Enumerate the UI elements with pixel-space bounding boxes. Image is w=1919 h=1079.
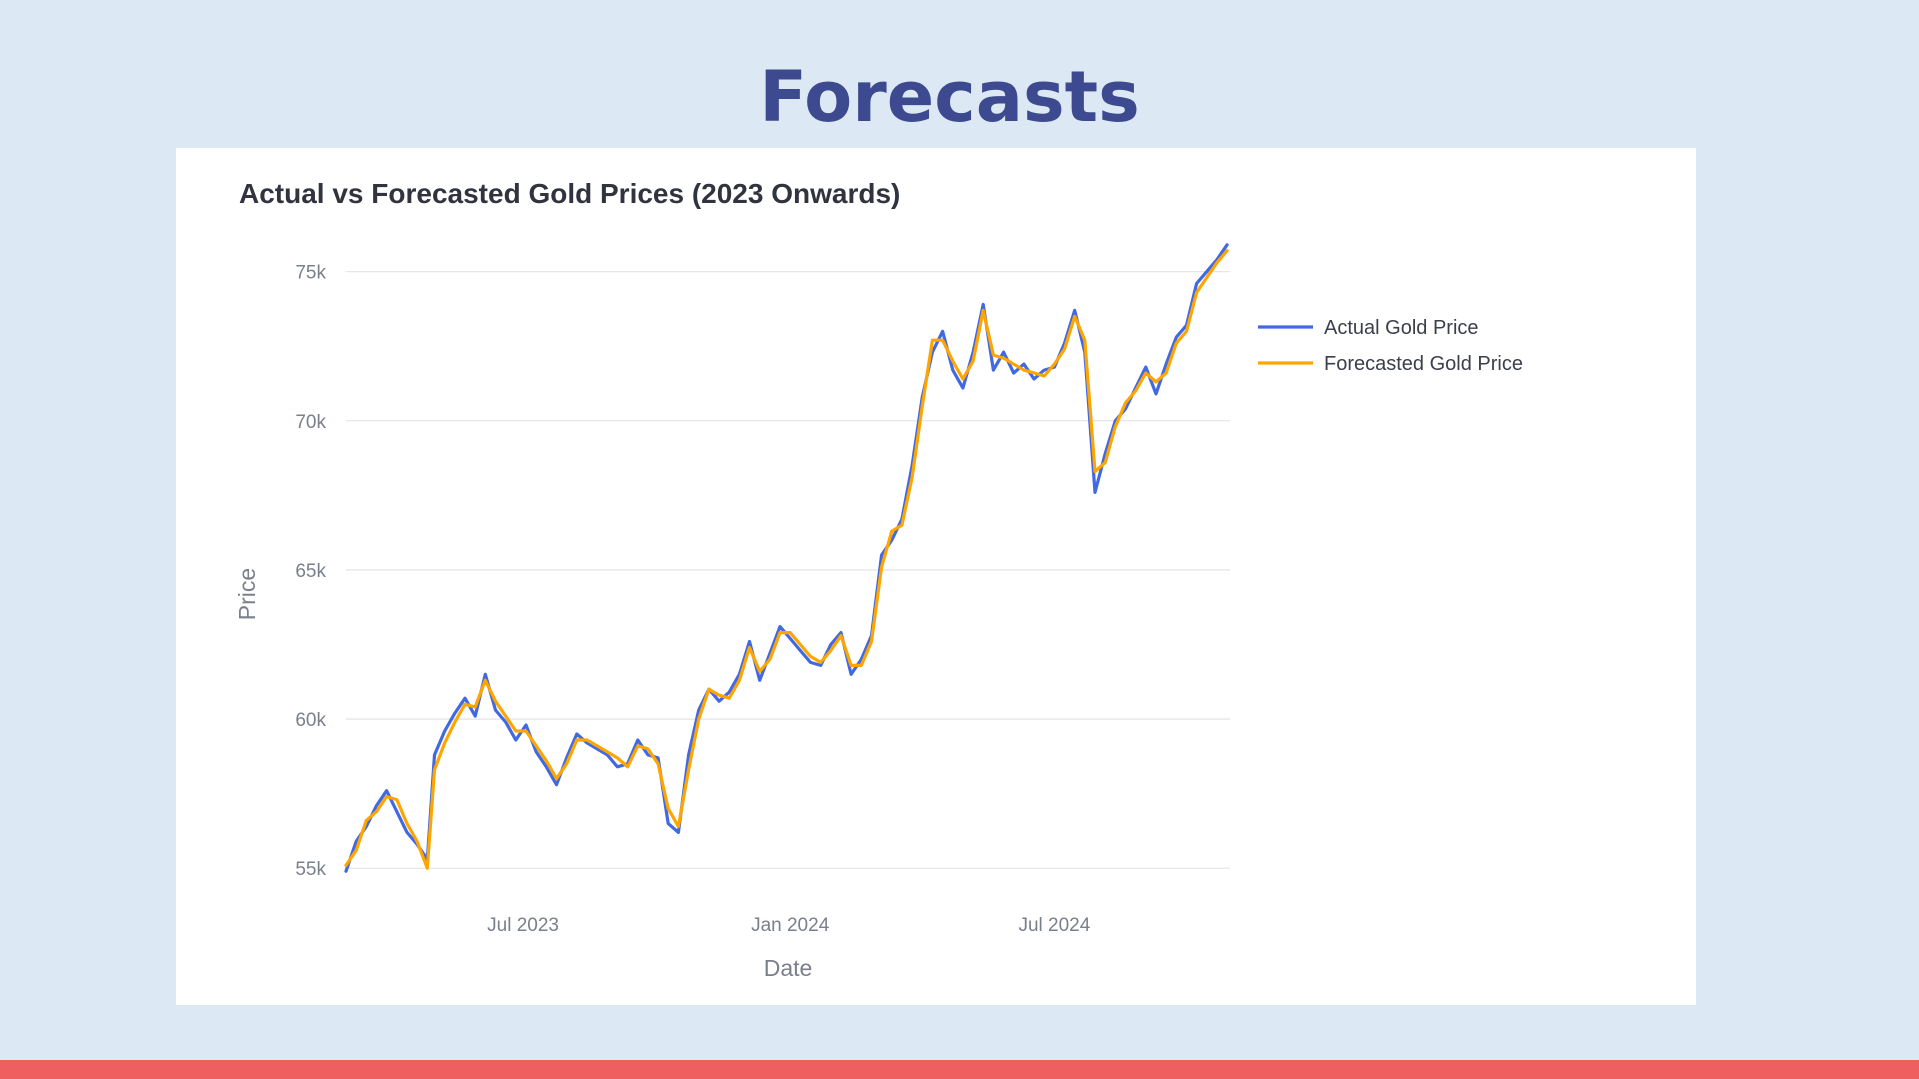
y-tick-label: 75k: [295, 263, 326, 284]
footer-bar: [0, 1060, 1919, 1079]
y-tick-label: 65k: [295, 561, 326, 582]
y-tick-labels: 55k 60k 65k 70k 75k: [295, 263, 326, 881]
legend-label[interactable]: Actual Gold Price: [1324, 317, 1479, 339]
chart-svg: 55k 60k 65k 70k 75k Jul 2023 Jan 2024 Jul 2024…: [234, 243, 1523, 981]
x-tick-label: Jul 2023: [487, 915, 559, 936]
legend[interactable]: Actual Gold Price Forecasted Gold Price: [1258, 317, 1523, 375]
x-axis-label: Date: [764, 955, 813, 981]
plot-area: [344, 243, 1229, 873]
y-tick-label: 70k: [295, 412, 326, 433]
series-line-actual: [344, 243, 1229, 873]
y-axis-label: Price: [234, 568, 260, 620]
gridlines: [346, 270, 1230, 869]
slide-title: Forecasts: [759, 56, 1140, 138]
y-tick-label: 60k: [295, 710, 326, 731]
x-tick-label: Jan 2024: [751, 915, 830, 936]
series-line-forecast: [344, 249, 1229, 870]
y-tick-label: 55k: [295, 859, 326, 880]
x-tick-labels: Jul 2023 Jan 2024 Jul 2024: [487, 915, 1091, 936]
legend-label[interactable]: Forecasted Gold Price: [1324, 353, 1523, 375]
chart-card: Actual vs Forecasted Gold Prices (2023 O…: [176, 148, 1696, 1005]
x-tick-label: Jul 2024: [1018, 915, 1090, 936]
chart-title: Actual vs Forecasted Gold Prices (2023 O…: [239, 178, 901, 209]
